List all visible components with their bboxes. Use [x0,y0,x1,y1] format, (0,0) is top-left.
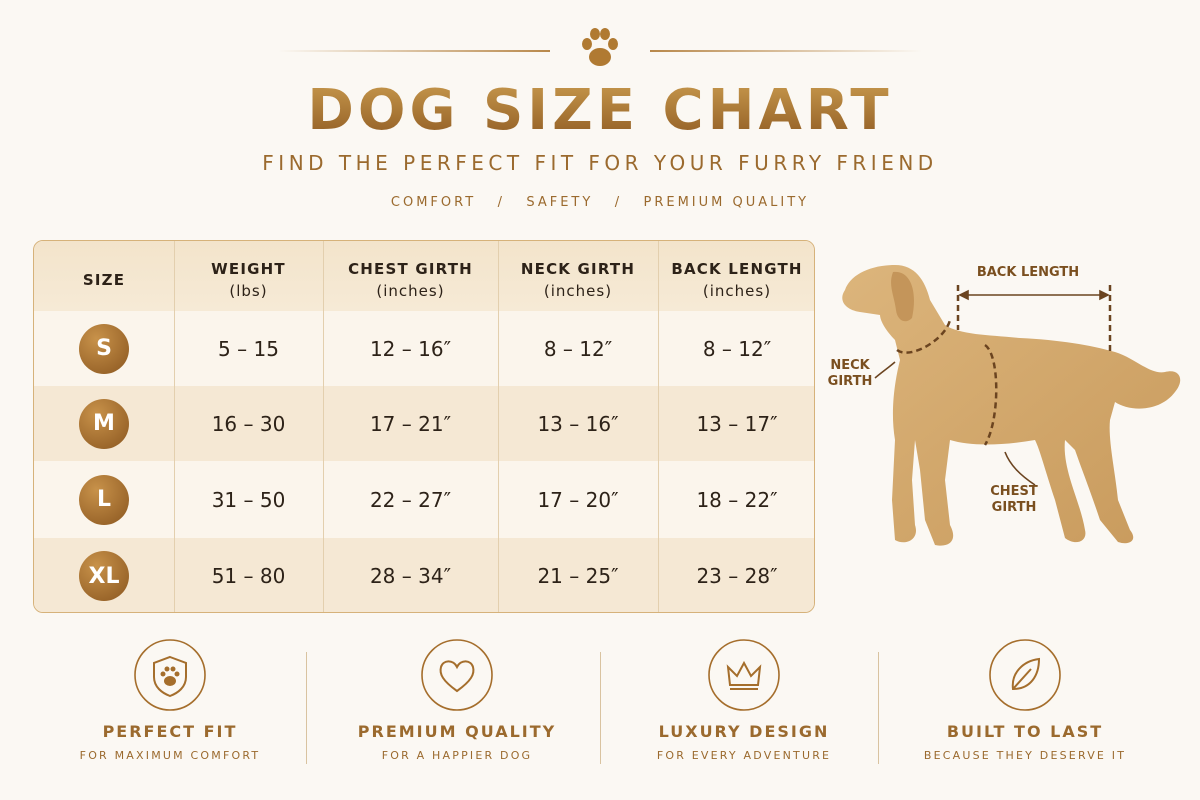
label-line: CHEST [990,484,1038,499]
feature-subtitle: BECAUSE THEY DESERVE IT [923,749,1127,762]
header-unit: (inches) [543,282,613,300]
column-divider [174,241,175,612]
label-line: NECK [830,358,870,373]
header-unit: (lbs) [229,282,268,300]
table-cell: 13 – 17″ [658,386,814,461]
feature-icon [707,638,781,712]
cell-value: 51 – 80 [211,564,286,588]
table-cell: 8 – 12″ [658,311,814,386]
cell-value: 17 – 20″ [537,487,619,512]
icon [134,639,206,711]
cell-value: 18 – 22″ [696,487,778,512]
table-cell: L [34,461,174,538]
table-cell: 13 – 16″ [498,386,658,461]
feature-subtitle: FOR A HAPPIER DOG [381,749,533,762]
table-cell: 22 – 27″ [323,461,498,538]
tagline: COMFORT / SAFETY / PREMIUM QUALITY [390,195,810,210]
table-cell: M [34,386,174,461]
table-row [34,386,814,461]
feature-title: PERFECT FIT [102,722,238,741]
cell-value: 31 – 50 [211,487,286,512]
cell-value: 21 – 25″ [537,564,619,588]
paw-icon [582,28,618,66]
header-row [34,241,814,311]
column-divider [498,241,499,612]
feature-icon [420,638,494,712]
cell-value: 17 – 21″ [369,411,452,436]
table-cell: 5 – 15 [174,311,323,386]
subtitle: FIND THE PERFECT FIT FOR YOUR FURRY FRIE… [262,151,938,175]
header-title: SIZE [82,271,126,289]
feature-icon [988,638,1062,712]
size-table: SIZE WEIGHT (lbs) CHEST GIRTH (inches) NECK G… [33,240,815,613]
table-cell: 23 – 28″ [658,538,814,612]
cell-value: 23 – 28″ [696,564,778,588]
feature-subtitle: FOR EVERY ADVENTURE [656,749,832,762]
table-cell: 28 – 34″ [323,538,498,612]
feature-title: BUILT TO LAST [946,722,1104,741]
table-cell: 51 – 80 [174,538,323,612]
cell-value: 5 – 15 [218,336,279,361]
column-header: CHEST GIRTH (inches) [323,249,498,311]
icon [708,639,780,711]
cell-value: 13 – 16″ [537,411,619,436]
column-divider [323,241,324,612]
column-header: NECK GIRTH (inches) [498,249,658,311]
table-cell: S [34,311,174,386]
feature-title: LUXURY DESIGN [658,722,830,741]
table-cell: 12 – 16″ [323,311,498,386]
back-length-label: BACK LENGTH [976,265,1080,280]
size-badge: S [79,323,129,374]
header-title: NECK GIRTH [520,260,636,278]
column-header: WEIGHT (lbs) [174,249,323,311]
size-badge: M [79,398,129,449]
feature-subtitle: FOR MAXIMUM COMFORT [79,749,261,762]
column-divider [658,241,659,612]
table-cell: 16 – 30 [174,386,323,461]
header-unit: (inches) [376,282,445,300]
table-row [34,461,814,538]
icon [421,639,493,711]
cell-value: 8 – 12″ [543,336,613,361]
table-cell: 17 – 21″ [323,386,498,461]
feature-title: PREMIUM QUALITY [357,722,557,741]
header-title: CHEST GIRTH [348,260,473,278]
dog-diagram [842,265,1181,546]
neck-girth-label: NECK GIRTH [820,358,880,390]
table-cell: 31 – 50 [174,461,323,538]
divider [600,652,601,764]
divider [278,50,550,52]
cell-value: 12 – 16″ [369,336,452,361]
table-cell: 21 – 25″ [498,538,658,612]
table-row [34,311,814,386]
header-unit: (inches) [702,282,772,300]
cell-value: 8 – 12″ [702,336,772,361]
cell-value: 13 – 17″ [696,411,778,436]
divider [306,652,307,764]
cell-value: 16 – 30 [211,411,286,436]
cell-value: 28 – 34″ [369,564,452,588]
table-cell: 18 – 22″ [658,461,814,538]
table-cell: 8 – 12″ [498,311,658,386]
title: DOG SIZE CHART [0,78,1200,143]
table-cell: 17 – 20″ [498,461,658,538]
divider [650,50,922,52]
table-row [34,538,814,612]
size-badge: L [79,474,129,525]
header-title: WEIGHT [211,260,286,278]
label-line: GIRTH [991,500,1037,515]
feature-icon [133,638,207,712]
column-header: SIZE [34,249,174,311]
cell-value: 22 – 27″ [369,487,452,512]
column-header: BACK LENGTH (inches) [658,249,814,311]
header-title: BACK LENGTH [671,260,803,278]
size-badge: XL [79,551,129,601]
label-line: GIRTH [827,374,873,389]
divider [878,652,879,764]
table-cell: XL [34,538,174,612]
chest-girth-label: CHEST GIRTH [984,484,1044,516]
icon [989,639,1061,711]
